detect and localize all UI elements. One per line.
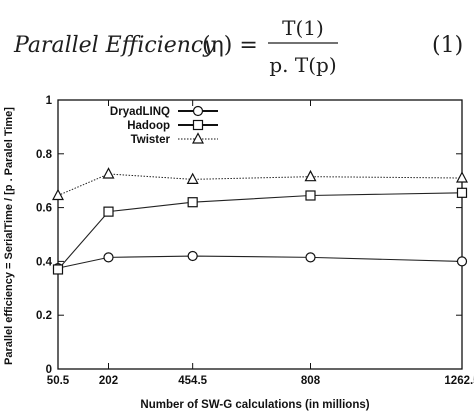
data-point-twister: [304, 169, 317, 182]
equation-numerator: T(1): [282, 16, 324, 40]
y-tick-label: 0.6: [36, 203, 52, 215]
y-tick-label: 0.4: [36, 256, 53, 268]
data-point-dryadlinq: [103, 252, 114, 263]
data-point-hadoop: [456, 187, 468, 198]
data-point-hadoop: [305, 190, 316, 201]
series-line-dryadlinq: [57, 255, 463, 269]
x-tick-label: 50.5: [47, 375, 70, 387]
plot-area: 0 0.2 0.4 0.6 0.8 1 50.5 202 454.5 808 1262.5 Dryad…: [36, 95, 474, 387]
data-point-hadoop: [187, 197, 198, 208]
x-tick-label: 202: [99, 375, 118, 387]
data-point-hadoop: [103, 206, 114, 217]
legend-label-twister: Twister: [131, 134, 171, 146]
plot-frame: [57, 99, 463, 370]
x-tick-label: 808: [301, 375, 321, 387]
data-point-twister: [52, 188, 64, 201]
legend-marker-twister: [192, 132, 204, 144]
legend-label-dryadlinq: DryadLINQ: [110, 106, 170, 118]
data-point-twister: [456, 171, 468, 183]
equation-denominator: p. T(p): [269, 53, 336, 77]
equation-lhs-symbol: (η) =: [202, 33, 258, 58]
y-tick-label: 0.8: [36, 149, 53, 161]
y-axis-label-group: Parallel efficiency = SerialTime / [p . …: [3, 107, 15, 365]
data-point-dryadlinq: [305, 252, 316, 263]
legend-marker-hadoop: [192, 119, 204, 131]
series-line-twister: [57, 173, 463, 196]
efficiency-equation: Parallel Efficiency (η) = T(1) p. T(p) (…: [13, 16, 463, 77]
data-point-dryadlinq: [456, 256, 468, 267]
legend-marker-dryadlinq: [192, 105, 204, 117]
data-point-twister: [186, 172, 199, 184]
equation-lhs-text: Parallel Efficiency: [13, 33, 216, 58]
data-point-dryadlinq: [187, 250, 198, 262]
x-tick-label: 454.5: [178, 375, 207, 387]
y-tick-label: 0: [46, 364, 52, 376]
y-tick-label: 0.2: [36, 310, 52, 322]
efficiency-chart: Parallel efficiency = SerialTime / [p . …: [3, 95, 474, 411]
data-point-hadoop: [52, 264, 64, 275]
equation-number: (1): [432, 33, 463, 58]
x-tick-label: 1262.5: [444, 375, 474, 387]
data-point-twister: [102, 167, 115, 179]
x-axis-label: Number of SW-G calculations (in millions…: [140, 399, 369, 411]
y-tick-label: 1: [46, 95, 53, 107]
series-line-hadoop: [57, 192, 463, 270]
y-axis-label: Parallel efficiency = SerialTime / [p . …: [3, 107, 15, 365]
legend-label-hadoop: Hadoop: [127, 120, 170, 132]
